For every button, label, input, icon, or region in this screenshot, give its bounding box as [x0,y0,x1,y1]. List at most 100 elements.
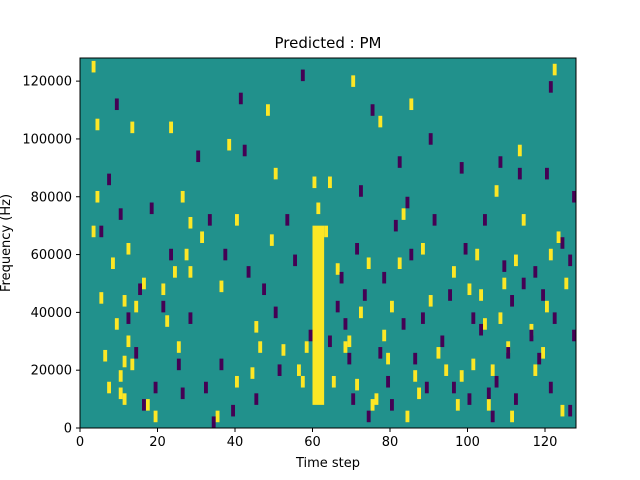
heatmap-cell-high [486,399,491,411]
heatmap-cell-high [153,410,158,423]
heatmap-cell-low [548,381,553,394]
heatmap-cell-high [366,257,371,270]
heatmap-cell-high [397,257,402,270]
heatmap-cell-high [250,367,255,379]
heatmap-cell-high [541,347,546,359]
heatmap-cell-high [258,341,263,353]
heatmap-cell-low [238,92,243,105]
heatmap-cell-high [335,263,340,275]
heatmap-cell-low [560,237,565,249]
heatmap-cell-high [548,248,553,261]
heatmap-cell-high [122,393,127,405]
heatmap-cell-low [537,352,542,365]
heatmap-cell-low [409,248,414,261]
heatmap-cell-low [99,225,104,238]
heatmap-cell-low [351,393,356,405]
heatmap-cell-high [483,318,487,330]
x-tick-label: 100 [455,435,480,450]
heatmap-cell-high [130,358,135,371]
heatmap-cell-high [401,208,406,220]
heatmap-cell-low [502,260,507,272]
heatmap-cell-low [382,271,387,284]
heatmap-cell-low [196,150,201,163]
heatmap-cell-high [184,248,189,261]
heatmap-cell-low [328,335,332,348]
heatmap-cell-high [180,190,185,203]
heatmap-cell-high [118,370,123,382]
heatmap-cell-low [490,410,495,423]
heatmap-cell-low [204,381,208,394]
heatmap-cell-low [541,289,546,301]
heatmap-cell-low [231,404,236,417]
heatmap-cell-high [502,277,507,290]
heatmap-cell-low [277,364,282,376]
heatmap-cell-high [235,214,239,226]
heatmap-cell-low [359,185,363,197]
heatmap-cell-high [355,378,360,391]
heatmap-cell-high [490,364,495,376]
heatmap-cell-low [401,318,406,330]
heatmap-cell-high [95,118,100,131]
heatmap-band [312,225,325,405]
y-axis-ticks: 0 20000 40000 60000 80000 100000 120000 [22,75,80,437]
heatmap-cell-low [273,306,278,319]
y-tick-label: 20000 [31,364,72,379]
heatmap-cell-high [118,387,123,400]
heatmap-cell-low [118,208,123,220]
heatmap-cell-high [281,344,286,356]
x-tick-label: 120 [533,435,558,450]
heatmap-cell-low [254,393,259,405]
heatmap-cell-high [436,347,441,359]
heatmap-cell-low [366,410,371,423]
plot-area [79,57,577,429]
heatmap-cell-low [219,358,224,371]
heatmap-cell-low [246,266,251,278]
y-tick-label: 0 [64,422,72,437]
heatmap-cell-high [328,176,332,189]
heatmap-cell-low [517,167,522,180]
heatmap-cell-low [568,404,573,417]
heatmap-cell-high [269,234,274,246]
heatmap-cell-high [514,254,518,267]
heatmap-cell-high [122,355,127,368]
heatmap-cell-high [304,341,309,353]
heatmap-cell-high [266,104,270,116]
heatmap-cell-high [517,144,522,157]
heatmap-cell-low [180,387,185,400]
heatmap-cell-high [99,292,104,304]
heatmap-cell-high [273,167,278,180]
x-tick-label: 80 [382,435,399,450]
heatmap-cell-high [324,225,329,238]
heatmap-cell-high [494,185,499,197]
heatmap-cell-low [545,167,549,180]
x-axis-ticks: 0 20 40 60 80 100 120 [76,428,558,450]
heatmap-cell-low [448,289,453,301]
heatmap-cell-low [386,375,391,388]
heatmap-cell-low [498,156,503,168]
heatmap-cell-low [138,283,143,296]
heatmap-cell-low [471,312,476,324]
heatmap-cell-low [467,393,472,405]
heatmap-cell-high [103,349,108,362]
heatmap-cell-high [126,243,131,255]
heatmap-cell-high [382,329,387,342]
heatmap-cell-low [142,399,146,411]
x-axis-label: Time step [295,456,360,471]
heatmap-cell-low [188,312,193,324]
x-tick-label: 40 [227,435,244,450]
heatmap-cell-high [300,375,305,388]
heatmap-cell-high [390,300,394,313]
y-tick-label: 100000 [22,132,72,147]
heatmap-cell-high [405,410,410,423]
heatmap-cell-low [223,248,228,261]
y-tick-label: 80000 [31,190,72,205]
heatmap-cell-high [521,214,526,226]
heatmap-cell-low [459,162,464,174]
heatmap-cell-low [262,283,267,296]
heatmap-cell-high [351,75,356,87]
heatmap-background [80,58,576,428]
heatmap-cell-high [459,370,464,382]
heatmap-cell-low [308,329,313,342]
heatmap-cell-high [471,358,476,371]
